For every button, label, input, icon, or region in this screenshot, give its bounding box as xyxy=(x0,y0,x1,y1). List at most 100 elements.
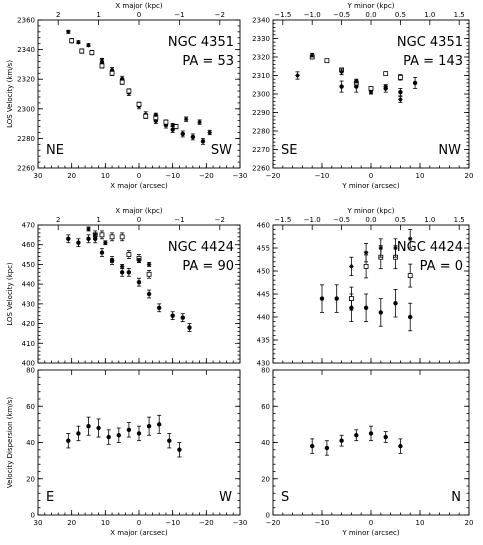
data-point-filled xyxy=(119,270,125,275)
orientation-right: NW xyxy=(438,143,461,158)
data-point-filled xyxy=(146,423,152,429)
data-point-star xyxy=(408,236,413,241)
data-point-star xyxy=(170,122,175,128)
x-axis-title: X major (arcsec) xyxy=(110,182,168,190)
data-point-filled xyxy=(76,240,81,245)
data-point-star xyxy=(93,232,98,238)
data-point-filled xyxy=(398,89,403,95)
top-axis-title: X major (kpc) xyxy=(115,2,163,10)
data-point-star xyxy=(136,258,142,263)
top-tick-label: 1.5 xyxy=(454,216,465,224)
data-point-open xyxy=(383,71,389,77)
data-point-filled xyxy=(408,314,413,320)
data-point-filled xyxy=(66,236,71,241)
orientation-right: SW xyxy=(211,143,232,158)
data-point-filled xyxy=(126,427,132,433)
x-tick-label: 0 xyxy=(137,519,141,527)
data-point-filled xyxy=(324,445,330,451)
top-tick-label: −2 xyxy=(215,11,225,19)
data-point-open xyxy=(126,88,132,94)
panel-title: NGC 4351 xyxy=(397,35,463,50)
y-tick-label: 2300 xyxy=(17,105,35,113)
y-tick-label: 410 xyxy=(22,340,35,348)
data-point-filled xyxy=(412,80,418,86)
data-point-open xyxy=(324,58,330,64)
panel-subtitle: PA = 90 xyxy=(182,259,234,274)
y-tick-label: 460 xyxy=(257,222,270,230)
y-tick-label: 2290 xyxy=(252,109,270,117)
x-tick-label: 20 xyxy=(67,172,76,180)
top-axis-title: Y minor (kpc) xyxy=(347,2,395,10)
data-point-filled xyxy=(136,279,142,285)
data-point-filled xyxy=(354,84,359,89)
y-tick-label: 2270 xyxy=(252,146,270,154)
x-tick-label: −10 xyxy=(165,172,180,180)
y-tick-label: 430 xyxy=(257,360,270,368)
y-tick-label: 420 xyxy=(22,320,35,328)
orientation-left: E xyxy=(46,490,54,505)
x-tick-label: −10 xyxy=(315,519,330,527)
y-tick-label: 2330 xyxy=(252,35,270,43)
data-point-open xyxy=(119,79,125,85)
top-tick-label: −1.5 xyxy=(274,11,291,19)
data-point-open xyxy=(89,50,95,55)
top-axis-title: X major (kpc) xyxy=(115,207,163,215)
data-point-open xyxy=(99,232,105,238)
data-point-filled xyxy=(106,434,111,440)
data-point-open xyxy=(146,271,152,277)
data-point-filled xyxy=(96,425,101,431)
top-tick-label: −1.5 xyxy=(274,216,291,224)
data-point-star xyxy=(66,29,71,35)
data-point-open xyxy=(69,38,75,44)
data-point-filled xyxy=(334,296,339,301)
y-tick-label: 2280 xyxy=(252,128,270,136)
x-tick-label: 30 xyxy=(34,519,43,527)
x-tick-label: −20 xyxy=(199,172,214,180)
y-tick-label: 0 xyxy=(31,512,35,520)
data-point-star xyxy=(383,84,388,89)
x-tick-label: −20 xyxy=(199,519,214,527)
data-point-star xyxy=(207,130,212,135)
x-axis-title: Y minor (arcsec) xyxy=(341,182,399,190)
y-tick-label: 60 xyxy=(261,403,270,411)
top-tick-label: 0.0 xyxy=(365,216,376,224)
data-point-open xyxy=(397,74,403,80)
x-tick-label: −20 xyxy=(266,519,281,527)
data-point-filled xyxy=(180,131,185,137)
data-point-filled xyxy=(136,431,142,436)
panel-title: NGC 4351 xyxy=(168,35,234,50)
data-point-open xyxy=(143,113,149,119)
data-point-open xyxy=(348,296,354,302)
x-tick-label: −30 xyxy=(233,172,248,180)
data-point-star xyxy=(76,40,81,45)
panel-subtitle: PA = 53 xyxy=(182,54,234,69)
data-point-open xyxy=(119,234,125,240)
data-point-filled xyxy=(363,305,369,310)
y-tick-label: 60 xyxy=(26,403,35,411)
x-tick-label: 20 xyxy=(67,519,76,527)
data-point-star xyxy=(197,119,202,125)
y-tick-label: 2260 xyxy=(252,165,270,173)
data-point-filled xyxy=(177,447,182,452)
panel-ngc4424-minor-velocity: −1.5 −1.0 −0.5 0.0 0.5 1.0 1.5 Y minor (kpc) 430… xyxy=(257,207,470,368)
top-tick-label: 1.5 xyxy=(454,11,465,19)
data-point-filled xyxy=(383,434,388,440)
y-axis-title: LOS Velocity (kpc) xyxy=(6,262,14,326)
data-point-star xyxy=(393,245,398,251)
y-tick-label: 450 xyxy=(257,268,270,276)
x-axis-title: X major (arcsec) xyxy=(110,529,168,537)
data-point-filled xyxy=(86,423,91,429)
top-tick-label: 1 xyxy=(96,11,100,19)
data-point-open xyxy=(136,101,142,107)
y-tick-label: 430 xyxy=(22,300,35,308)
y-tick-label: 455 xyxy=(257,245,270,253)
top-axis-title: Y minor (kpc) xyxy=(347,207,395,215)
data-point-filled xyxy=(310,443,315,449)
data-point-filled xyxy=(86,236,91,241)
x-tick-label: 10 xyxy=(416,519,425,527)
x-tick-label: 0 xyxy=(369,172,373,180)
x-tick-label: 30 xyxy=(34,172,43,180)
data-point-open xyxy=(109,70,115,76)
data-point-filled xyxy=(190,134,196,140)
top-tick-label: 2 xyxy=(56,216,60,224)
